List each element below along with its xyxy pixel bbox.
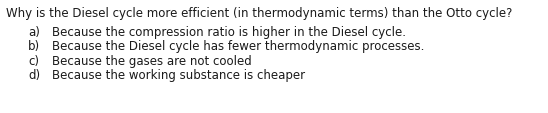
Text: d): d) <box>28 69 40 82</box>
Text: b): b) <box>28 40 40 53</box>
Text: Because the working substance is cheaper: Because the working substance is cheaper <box>52 69 305 82</box>
Text: c): c) <box>28 54 39 67</box>
Text: Because the Diesel cycle has fewer thermodynamic processes.: Because the Diesel cycle has fewer therm… <box>52 40 424 53</box>
Text: a): a) <box>28 26 40 39</box>
Text: Because the gases are not cooled: Because the gases are not cooled <box>52 54 252 67</box>
Text: Why is the Diesel cycle more efficient (in thermodynamic terms) than the Otto cy: Why is the Diesel cycle more efficient (… <box>6 7 512 20</box>
Text: Because the compression ratio is higher in the Diesel cycle.: Because the compression ratio is higher … <box>52 26 406 39</box>
